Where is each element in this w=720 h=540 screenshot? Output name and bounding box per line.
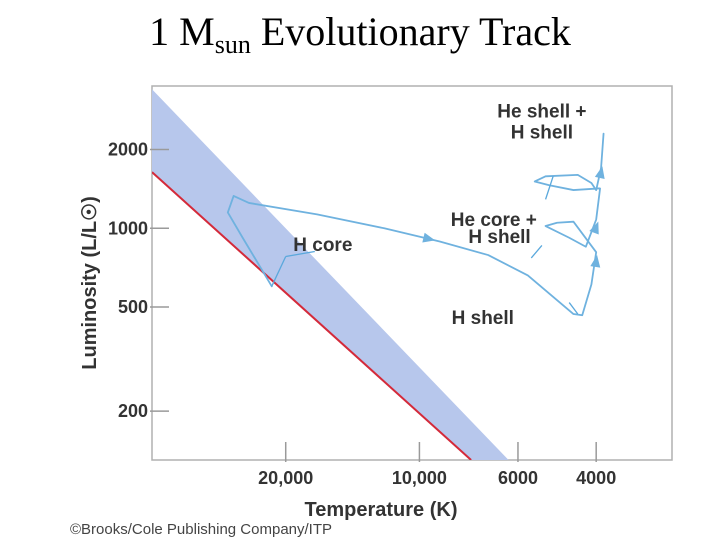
leader-line [530, 244, 543, 259]
leader-line [285, 250, 315, 258]
y-tick-label: 1000 [108, 218, 148, 238]
y-tick-label: 2000 [108, 140, 148, 160]
track-arrow [589, 221, 599, 235]
title-main: 1 M [149, 9, 215, 54]
track-arrow [590, 255, 601, 268]
x-tick-label: 20,000 [258, 468, 313, 488]
main-sequence-band [152, 89, 509, 460]
y-axis-title: Luminosity (L/L☉) [79, 196, 101, 369]
x-axis-title: Temperature (K) [305, 499, 458, 521]
x-tick-label: 4000 [576, 468, 616, 488]
plot-area [151, 85, 673, 461]
annotation-label: H shell [511, 123, 573, 144]
annotation-label: He core + [451, 210, 537, 231]
y-tick-label: 500 [118, 297, 148, 317]
leader-line [544, 176, 554, 200]
track-arrow [422, 232, 436, 243]
y-tick-label: 200 [118, 401, 148, 421]
annotation-label: H core [293, 235, 352, 256]
x-tick-label: 10,000 [392, 468, 447, 488]
copyright-credit: ©Brooks/Cole Publishing Company/ITP [70, 521, 332, 538]
zams-line [152, 171, 472, 460]
annotation-label: He shell + [497, 102, 586, 123]
title-subscript: sun [214, 30, 251, 59]
leader-line [568, 302, 579, 315]
annotation-label: H shell [452, 308, 514, 329]
title-rest: Evolutionary Track [250, 9, 571, 54]
slide-title: 1 Msun Evolutionary Track [0, 8, 720, 60]
leader-line [271, 256, 287, 287]
plot-frame [151, 85, 673, 461]
annotation-label: H shell [468, 227, 530, 248]
evolutionary-track [226, 132, 605, 317]
track-arrow [594, 166, 605, 180]
x-tick-label: 6000 [498, 468, 538, 488]
